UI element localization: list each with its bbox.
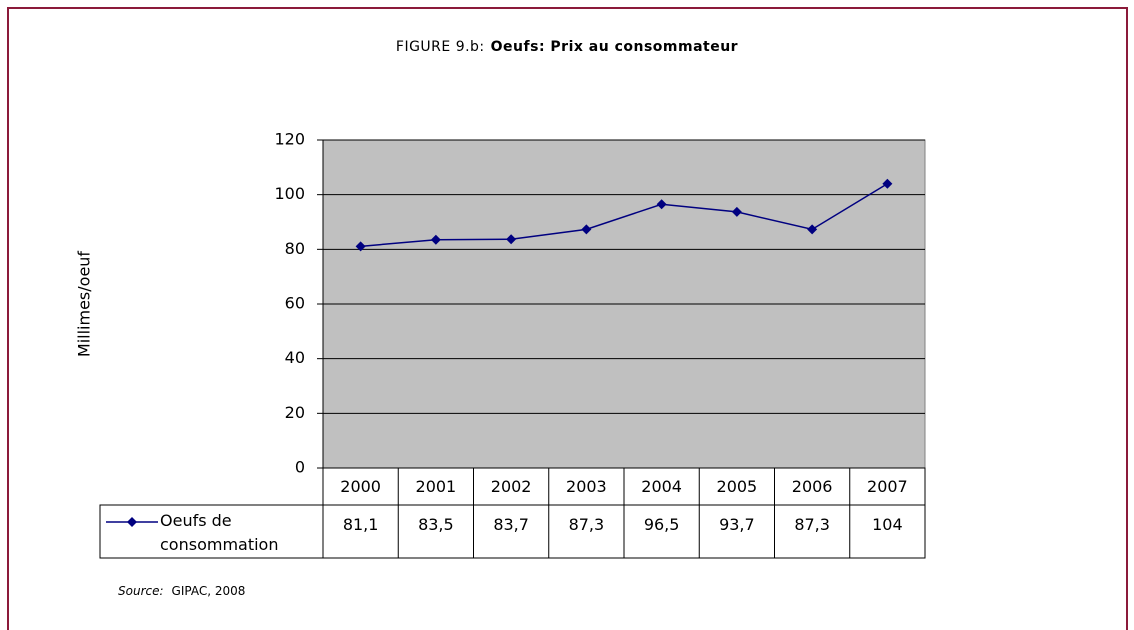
chart-title: FIGURE 9.b: Oeufs: Prix au consommateur xyxy=(396,39,738,55)
y-tick-label: 100 xyxy=(274,184,305,203)
point-marker xyxy=(430,234,441,245)
point-marker xyxy=(581,224,592,235)
title-text: Oeufs: Prix au consommateur xyxy=(491,39,738,55)
y-tick-label: 80 xyxy=(285,239,305,258)
figure-label: FIGURE 9.b: xyxy=(396,39,485,55)
point-marker xyxy=(355,241,366,252)
x-tick-label: 2005 xyxy=(717,477,758,496)
y-tick-label: 60 xyxy=(285,294,305,313)
table-value: 104 xyxy=(872,515,903,534)
point-marker xyxy=(807,224,818,235)
table-value: 87,3 xyxy=(794,515,830,534)
source: Source: GIPAC, 2008 xyxy=(118,584,245,598)
series-line xyxy=(360,183,888,248)
x-tick-label: 2002 xyxy=(491,477,532,496)
x-tick-label: 2001 xyxy=(416,477,457,496)
source-text: GIPAC, 2008 xyxy=(172,584,246,598)
table-lines xyxy=(99,467,926,559)
table-value: 83,5 xyxy=(418,515,454,534)
frame xyxy=(7,7,1128,630)
point-marker xyxy=(506,234,517,245)
table-value: 83,7 xyxy=(493,515,529,534)
x-tick-label: 2006 xyxy=(792,477,833,496)
source-label: Source: xyxy=(118,584,164,598)
legend-swatch-marker xyxy=(127,517,137,527)
y-axis-label: Millimes/oeuf xyxy=(75,251,94,358)
x-tick-label: 2000 xyxy=(340,477,381,496)
legend-label: Oeufs de consommation xyxy=(160,511,279,554)
table-value: 96,5 xyxy=(644,515,680,534)
legend-cell: Oeufs de consommation xyxy=(160,511,279,554)
table-value: 81,1 xyxy=(343,515,379,534)
y-tick-label: 0 xyxy=(295,458,305,477)
x-tick-label: 2004 xyxy=(641,477,682,496)
y-tick-label: 40 xyxy=(285,348,305,367)
x-tick-label: 2007 xyxy=(867,477,908,496)
y-tick-label: 20 xyxy=(285,403,305,422)
point-marker xyxy=(731,206,742,217)
y-tick-label: 120 xyxy=(274,130,305,149)
table-value: 87,3 xyxy=(569,515,605,534)
point-marker xyxy=(882,178,893,189)
x-tick-label: 2003 xyxy=(566,477,607,496)
table-value: 93,7 xyxy=(719,515,755,534)
point-marker xyxy=(656,199,667,210)
